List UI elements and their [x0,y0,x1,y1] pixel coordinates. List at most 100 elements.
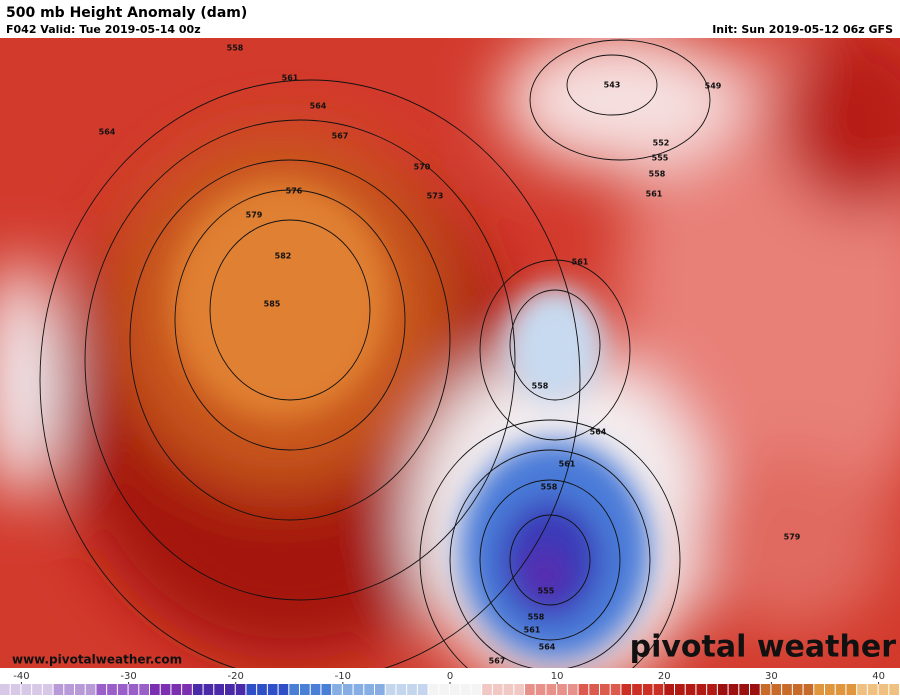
colorbar-swatch [139,684,149,695]
colorbar-swatch [460,684,471,695]
colorbar-tick-label: -40 [13,671,29,682]
colorbar-swatch [664,684,674,695]
colorbar-swatch [675,684,685,695]
colorbar-swatch [546,684,557,695]
colorbar-swatch [439,684,449,695]
contours [39,39,711,668]
colorbar-swatch [878,684,889,695]
colorbar-swatch [75,684,85,695]
colorbar-swatch [600,684,610,695]
colorbar-swatch [428,684,439,695]
contour-label: 564 [590,428,607,437]
colorbar-swatch [889,684,899,695]
contour-label: 570 [414,163,431,172]
contour-label: 543 [604,81,621,90]
colorbar-swatch [696,684,707,695]
init-time: Init: Sun 2019-05-12 06z GFS [712,23,893,36]
valid-time: F042 Valid: Tue 2019-05-14 00z [6,23,201,36]
colorbar-swatch [289,684,299,695]
contour-label: 564 [310,102,327,111]
colorbar-swatch [803,684,814,695]
colorbar-swatch [150,684,160,695]
colorbar-swatch [846,684,857,695]
contour-label: 564 [539,643,556,652]
colorbar-swatch [728,684,739,695]
colorbar-swatch [567,684,578,695]
contour-label: 561 [559,460,576,469]
contour-label: 555 [538,587,555,596]
colorbar-tick-label: 20 [658,671,671,682]
contour-labels: 558 561 564 567 564 570 573 576 579 582 585 543 549 5… [99,44,801,666]
colorbar-swatch [450,684,460,695]
colorbar-swatch [739,684,749,695]
colorbar-swatch [10,684,21,695]
colorbar-swatch [589,684,599,695]
contour-label: 585 [264,300,281,309]
colorbar-tick-label: -30 [120,671,136,682]
contour-label: 558 [528,613,545,622]
colorbar-swatch [857,684,867,695]
colorbar-swatch [107,684,117,695]
contour-label: 558 [649,170,666,179]
title: 500 mb Height Anomaly (dam) [6,5,247,21]
contour-label: 561 [572,258,589,267]
website[interactable]: www.pivotalweather.com [12,653,182,667]
colorbar: -40 -30 -20 -10 0 10 20 30 40 [0,671,899,695]
colorbar-swatch [514,684,524,695]
contour-label: 576 [286,187,303,196]
contour-label: 564 [99,128,116,137]
colorbar-swatch [385,684,396,695]
colorbar-swatch [160,684,171,695]
map: 558 561 564 567 564 570 573 576 579 582 585 543 549 5… [0,38,900,668]
colorbar-swatch [0,684,10,695]
colorbar-swatch [503,684,514,695]
contour-label: 579 [784,533,801,542]
colorbar-tick-label: 30 [765,671,778,682]
contour-label: 582 [275,252,292,261]
colorbar-swatch [85,684,96,695]
colorbar-swatch [825,684,835,695]
contour-label: 555 [652,154,669,163]
colorbar-swatch [396,684,407,695]
contour-label: 573 [427,192,444,201]
colorbar-swatch [578,684,589,695]
contour-label: 561 [646,190,663,199]
colorbar-swatch [535,684,546,695]
colorbar-swatch [225,684,235,695]
colorbar-swatch [342,684,353,695]
colorbar-swatch [364,684,374,695]
colorbar-swatch [771,684,782,695]
colorbar-swatch [782,684,792,695]
colorbar-swatch [128,684,139,695]
colorbar-swatch [300,684,310,695]
contour-label: 558 [532,382,549,391]
colorbar-swatch [632,684,642,695]
colorbar-swatch [814,684,824,695]
contour-label: 558 [227,44,244,53]
colorbar-swatch [64,684,74,695]
colorbar-swatch [375,684,385,695]
colorbar-swatch [482,684,492,695]
colorbar-swatch [53,684,64,695]
colorbar-swatch [192,684,203,695]
contour-label: 561 [524,626,541,635]
contour-label: 552 [653,139,670,148]
colorbar-swatch [471,684,482,695]
colorbar-swatch [653,684,664,695]
contour-label: 567 [332,132,349,141]
colorbar-swatch [353,684,364,695]
colorbar-swatch [707,684,717,695]
colorbar-swatch [96,684,107,695]
colorbar-swatch [21,684,32,695]
colorbar-swatch [557,684,567,695]
colorbar-swatch [642,684,653,695]
colorbar-swatch [792,684,803,695]
colorbar-swatch [685,684,696,695]
colorbar-swatch [246,684,257,695]
colorbar-swatch [117,684,128,695]
colorbar-swatch [835,684,846,695]
colorbar-swatch [182,684,192,695]
logo: pivotal weather [630,630,897,665]
colorbar-swatch [621,684,632,695]
